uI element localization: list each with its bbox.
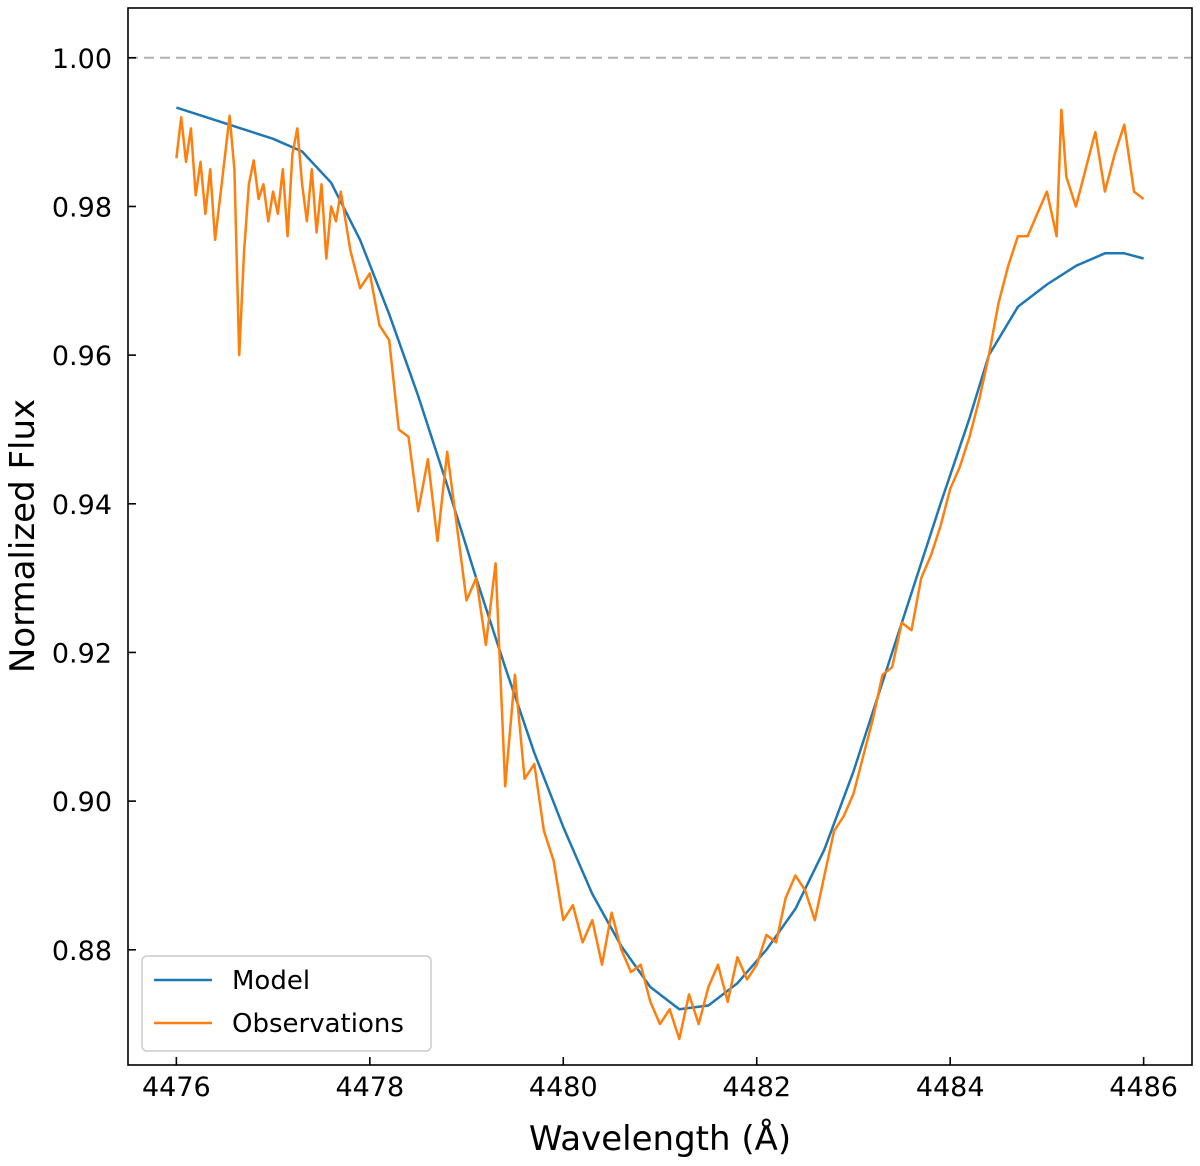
- legend-label-observations: Observations: [232, 1009, 404, 1039]
- ticks-layer: 4476 4478 4480 4482 4484 4486 0.88 0.90 0.92 0.94…: [52, 44, 1178, 1103]
- series-line-observations: [175, 108, 1145, 1041]
- y-tick-label: 0.98: [52, 192, 112, 223]
- plot-background: [128, 8, 1192, 1065]
- series-layer: [175, 106, 1145, 1041]
- x-tick-label: 4478: [335, 1072, 404, 1103]
- y-tick-label: 0.88: [52, 936, 112, 967]
- y-tick-label: 0.92: [52, 638, 112, 669]
- y-axis-label: Normalized Flux: [3, 399, 43, 673]
- y-tick-label: 1.00: [52, 44, 112, 75]
- legend-box: [141, 955, 432, 1052]
- y-tick-label: 0.94: [52, 490, 112, 521]
- y-tick-label: 0.90: [52, 787, 112, 818]
- x-tick-label: 4482: [722, 1072, 791, 1103]
- plot-frame: [127, 7, 1193, 1066]
- y-tick-label: 0.96: [52, 341, 112, 372]
- x-axis-label: Wavelength (Å): [529, 1118, 791, 1159]
- x-tick-label: 4476: [142, 1072, 211, 1103]
- legend-label-model: Model: [232, 966, 310, 996]
- x-tick-label: 4480: [529, 1072, 598, 1103]
- x-tick-label: 4484: [916, 1072, 985, 1103]
- x-tick-label: 4486: [1109, 1072, 1178, 1103]
- legend: Model Observations: [141, 955, 432, 1052]
